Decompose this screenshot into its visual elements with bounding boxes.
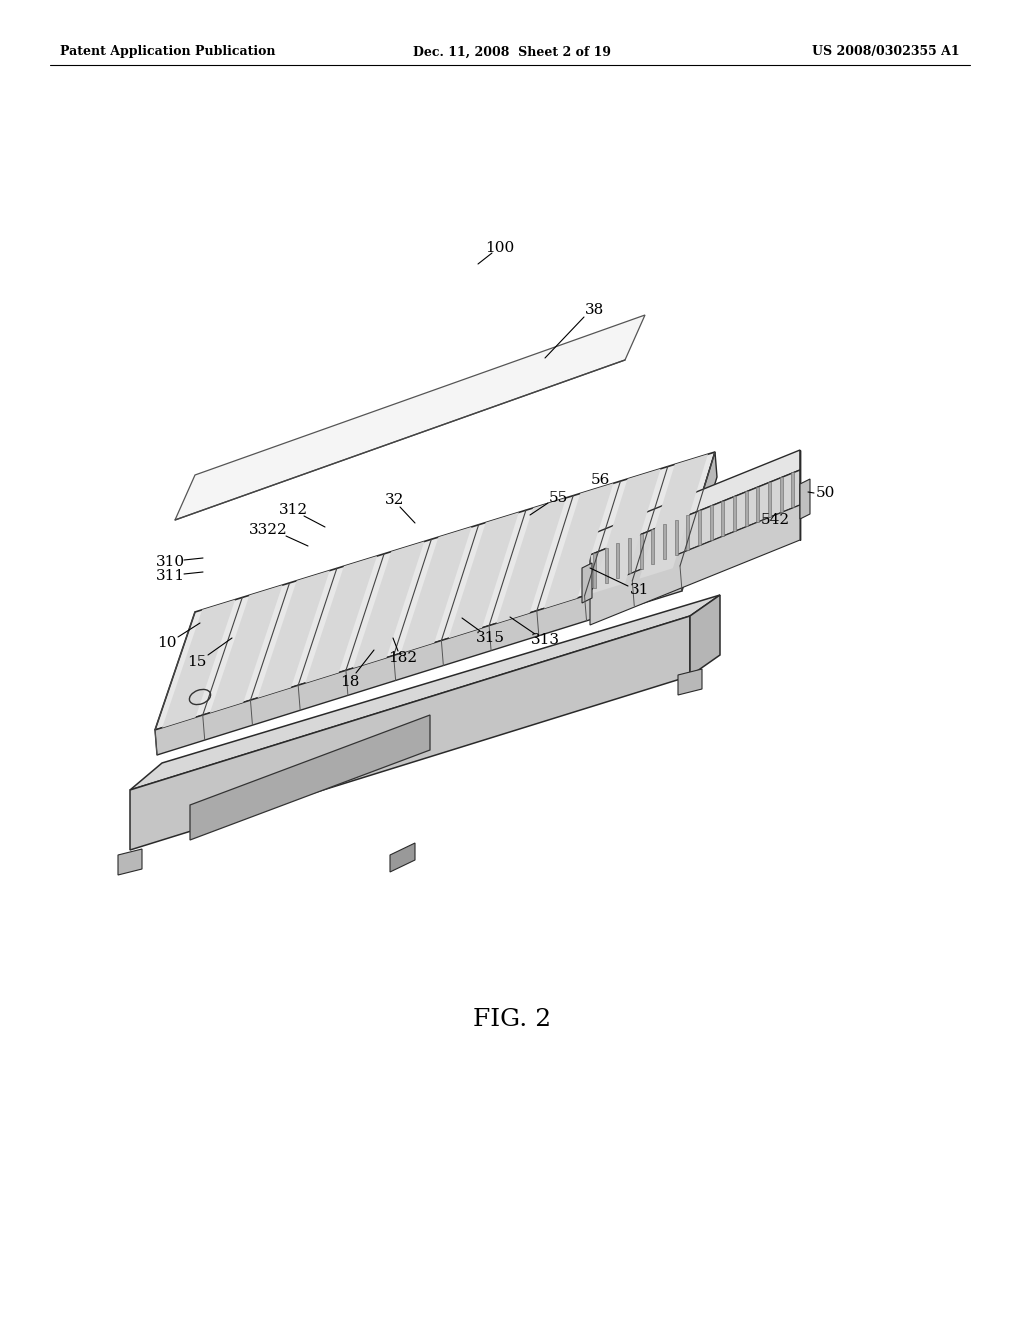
Polygon shape — [744, 491, 748, 527]
Text: 3322: 3322 — [249, 523, 288, 537]
Polygon shape — [640, 533, 642, 569]
Text: FIG. 2: FIG. 2 — [473, 1008, 551, 1031]
Text: 18: 18 — [340, 675, 359, 689]
Text: 313: 313 — [530, 634, 559, 647]
Polygon shape — [544, 483, 613, 609]
Polygon shape — [258, 570, 330, 698]
Polygon shape — [210, 585, 283, 713]
Polygon shape — [590, 470, 800, 590]
Polygon shape — [680, 451, 717, 591]
Polygon shape — [639, 454, 708, 578]
Polygon shape — [651, 529, 654, 564]
Text: 32: 32 — [385, 492, 404, 507]
Polygon shape — [155, 566, 682, 755]
Text: 56: 56 — [590, 473, 609, 487]
Polygon shape — [353, 541, 424, 668]
Polygon shape — [190, 715, 430, 840]
Polygon shape — [130, 595, 720, 789]
Polygon shape — [663, 524, 666, 560]
Polygon shape — [710, 506, 713, 540]
Polygon shape — [155, 451, 715, 730]
Polygon shape — [800, 479, 810, 519]
Polygon shape — [497, 498, 566, 623]
Polygon shape — [449, 512, 519, 639]
Polygon shape — [697, 510, 700, 545]
Polygon shape — [628, 539, 631, 573]
Polygon shape — [733, 496, 736, 531]
Polygon shape — [616, 544, 620, 578]
Text: 312: 312 — [279, 503, 307, 517]
Text: Dec. 11, 2008  Sheet 2 of 19: Dec. 11, 2008 Sheet 2 of 19 — [413, 45, 611, 58]
Polygon shape — [675, 520, 678, 554]
Polygon shape — [130, 616, 690, 850]
Text: 100: 100 — [485, 242, 515, 255]
Polygon shape — [678, 669, 702, 696]
Polygon shape — [721, 500, 724, 536]
Polygon shape — [686, 515, 689, 550]
Polygon shape — [582, 564, 592, 603]
Polygon shape — [590, 450, 800, 554]
Polygon shape — [390, 843, 415, 873]
Text: 310: 310 — [156, 554, 184, 569]
Polygon shape — [400, 527, 471, 653]
Text: Patent Application Publication: Patent Application Publication — [60, 45, 275, 58]
Polygon shape — [118, 849, 142, 875]
Text: 182: 182 — [388, 651, 418, 665]
Polygon shape — [792, 473, 795, 507]
Polygon shape — [305, 556, 377, 682]
Polygon shape — [690, 595, 720, 676]
Polygon shape — [590, 506, 800, 624]
Polygon shape — [604, 548, 607, 583]
Polygon shape — [779, 477, 782, 512]
Polygon shape — [175, 315, 645, 520]
Text: 31: 31 — [631, 583, 649, 597]
Polygon shape — [756, 487, 759, 521]
Text: 311: 311 — [156, 569, 184, 583]
Text: 55: 55 — [549, 491, 567, 506]
Text: 10: 10 — [158, 636, 177, 649]
Text: 50: 50 — [815, 486, 835, 500]
Polygon shape — [768, 482, 771, 517]
Text: 315: 315 — [475, 631, 505, 645]
Text: 38: 38 — [586, 304, 604, 317]
Text: US 2008/0302355 A1: US 2008/0302355 A1 — [812, 45, 961, 58]
Polygon shape — [162, 599, 236, 727]
Text: 15: 15 — [187, 655, 207, 669]
Polygon shape — [593, 553, 596, 587]
Text: 542: 542 — [761, 513, 790, 527]
Polygon shape — [592, 469, 660, 594]
